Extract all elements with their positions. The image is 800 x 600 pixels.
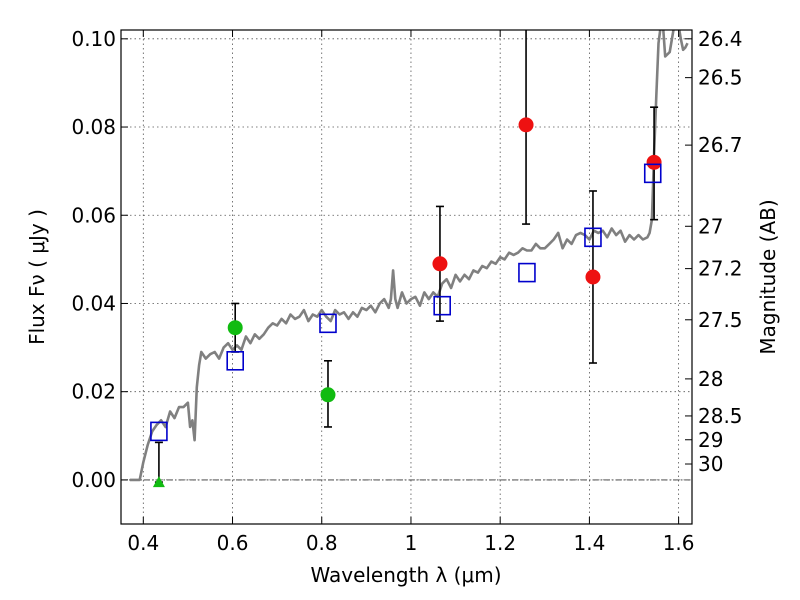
y-tick-label: 0.04 — [71, 291, 116, 315]
y-tick-label: 0.02 — [71, 380, 116, 404]
model-flux-square — [518, 262, 536, 283]
x-axis-label: Wavelength λ (μm) — [310, 563, 501, 587]
mag-tick-label: 27 — [698, 214, 723, 238]
x-tick-label: 1.6 — [663, 531, 695, 555]
y-tick-label: 0.00 — [71, 468, 116, 492]
mag-tick-label: 27.2 — [698, 257, 743, 281]
model-spectrum-line — [129, 30, 689, 482]
grid — [121, 30, 692, 524]
x-tick-label: 1.4 — [573, 531, 605, 555]
x-tick-label: 0.6 — [217, 531, 249, 555]
y-tick-label: 0.06 — [71, 203, 116, 227]
mag-tick-label: 26.4 — [698, 27, 743, 51]
mag-tick-label: 26.5 — [698, 66, 743, 90]
green-upper-limit-triangle — [152, 476, 165, 488]
plot-frame — [120, 29, 693, 525]
mag-tick-label: 30 — [698, 452, 723, 476]
red-data-point — [432, 256, 448, 272]
y-tick-label: 0.08 — [71, 115, 116, 139]
x-tick-label: 1.2 — [484, 531, 516, 555]
mag-tick-label: 29 — [698, 428, 723, 452]
plot-area — [129, 30, 689, 488]
red-data-point — [646, 154, 662, 170]
x-tick-label: 0.4 — [127, 531, 159, 555]
model-flux-square — [643, 163, 662, 184]
mag-tick-label: 27.5 — [698, 308, 743, 332]
mag-tick-label: 28 — [698, 367, 723, 391]
model-flux-square — [433, 295, 451, 316]
model-flux-square — [584, 227, 602, 248]
tick-labels: 0.4 0.6 0.8 1 1.2 1.4 1.6 0.00 0.02 0.04 0.06 0.08 0… — [71, 27, 742, 555]
model-flux-square — [226, 351, 244, 371]
mag-tick-label: 28.5 — [698, 404, 743, 428]
model-flux-square — [319, 313, 337, 334]
y-tick-label: 0.10 — [71, 27, 116, 51]
model-flux-square — [150, 421, 168, 442]
y-axis-label-right: Magnitude (AB) — [756, 199, 780, 354]
red-data-point — [585, 269, 601, 285]
green-data-point — [320, 387, 336, 403]
mag-tick-label: 26.7 — [698, 133, 743, 157]
green-data-point — [227, 320, 243, 336]
y-axis-label: Flux Fν ( μJy ) — [25, 209, 49, 345]
x-tick-label: 1 — [405, 531, 418, 555]
x-tick-label: 0.8 — [306, 531, 338, 555]
red-data-point — [518, 117, 534, 133]
tick-marks — [121, 30, 692, 524]
